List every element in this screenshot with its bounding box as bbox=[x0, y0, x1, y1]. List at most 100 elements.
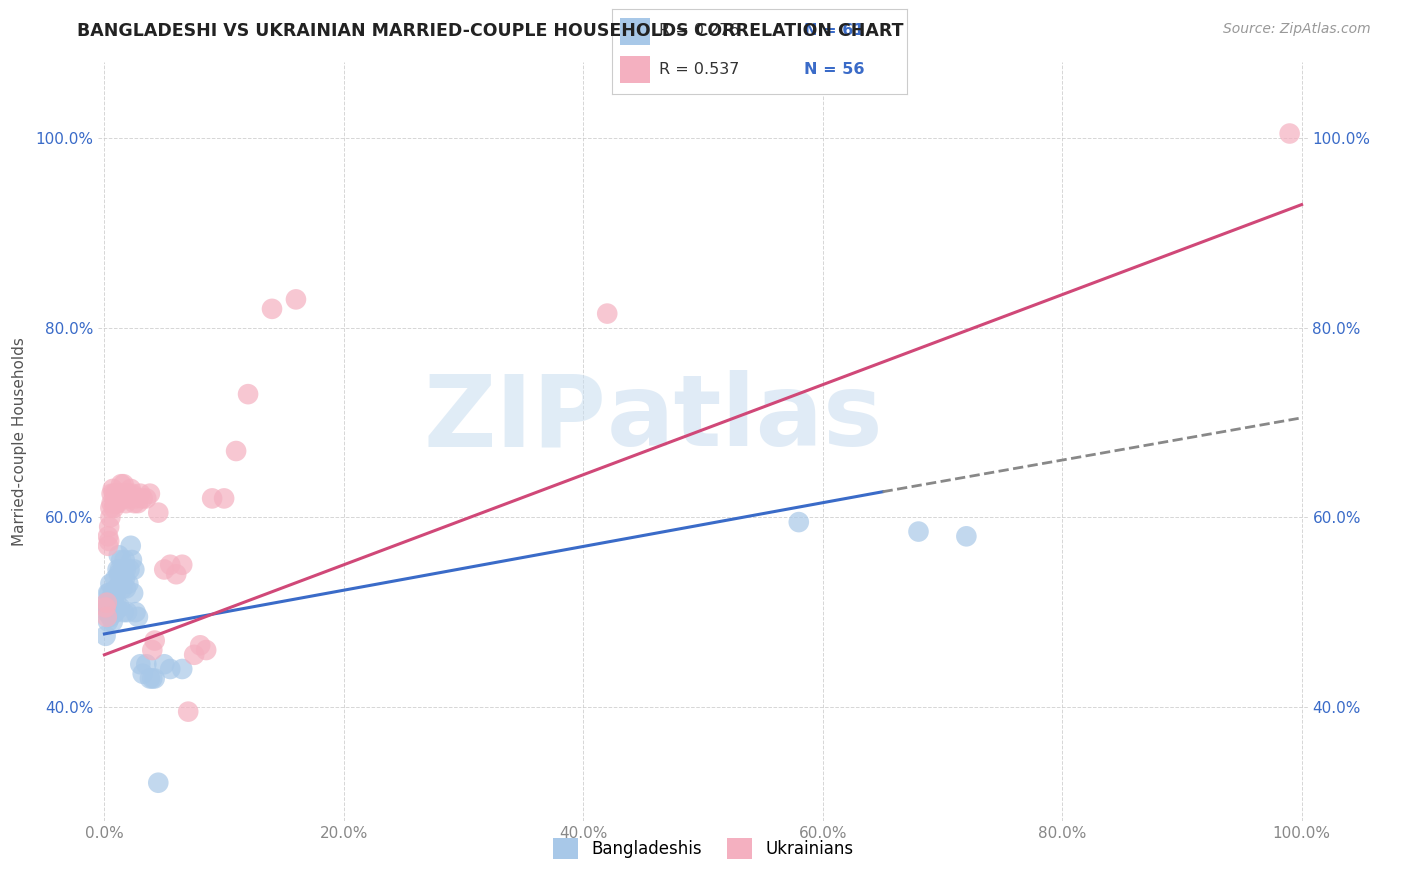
Point bbox=[107, 567, 129, 582]
Point bbox=[188, 638, 211, 652]
Point bbox=[107, 548, 129, 563]
Legend: Bangladeshis, Ukrainians: Bangladeshis, Ukrainians bbox=[546, 831, 860, 865]
Point bbox=[135, 491, 157, 506]
Point bbox=[100, 610, 122, 624]
Point bbox=[111, 572, 134, 586]
Point bbox=[132, 666, 155, 681]
Point bbox=[101, 482, 124, 496]
Point bbox=[121, 486, 143, 500]
Point bbox=[100, 500, 122, 515]
Point bbox=[104, 572, 127, 586]
Point bbox=[104, 586, 127, 600]
Point bbox=[112, 477, 135, 491]
Point bbox=[94, 600, 117, 615]
Point bbox=[153, 562, 176, 576]
Point bbox=[195, 643, 218, 657]
Point bbox=[121, 553, 143, 567]
Point bbox=[129, 657, 152, 672]
Point bbox=[159, 662, 181, 676]
Text: ZIP: ZIP bbox=[423, 370, 606, 467]
Point bbox=[114, 553, 136, 567]
Point bbox=[100, 576, 122, 591]
Point bbox=[100, 496, 122, 510]
FancyBboxPatch shape bbox=[620, 18, 650, 45]
Point bbox=[115, 605, 138, 619]
Point bbox=[143, 672, 166, 686]
Point bbox=[101, 600, 124, 615]
Point bbox=[112, 562, 135, 576]
Point bbox=[153, 657, 176, 672]
Point bbox=[120, 482, 142, 496]
Point bbox=[111, 582, 134, 596]
Point bbox=[110, 567, 132, 582]
Y-axis label: Married-couple Households: Married-couple Households bbox=[13, 337, 27, 546]
Point bbox=[177, 705, 200, 719]
Point bbox=[100, 605, 122, 619]
Point bbox=[124, 496, 146, 510]
Point bbox=[97, 539, 120, 553]
Point bbox=[105, 596, 128, 610]
Point bbox=[96, 596, 118, 610]
Point bbox=[105, 600, 128, 615]
Point bbox=[132, 491, 155, 506]
Point bbox=[141, 672, 163, 686]
Point bbox=[127, 496, 149, 510]
Point bbox=[159, 558, 181, 572]
Point bbox=[148, 776, 170, 790]
Point bbox=[165, 567, 187, 582]
Point bbox=[201, 491, 224, 506]
Text: BANGLADESHI VS UKRAINIAN MARRIED-COUPLE HOUSEHOLDS CORRELATION CHART: BANGLADESHI VS UKRAINIAN MARRIED-COUPLE … bbox=[77, 22, 904, 40]
Point bbox=[225, 444, 247, 458]
Point bbox=[105, 486, 128, 500]
Point bbox=[111, 486, 134, 500]
Point bbox=[96, 605, 118, 619]
Point bbox=[135, 657, 157, 672]
Point bbox=[105, 582, 128, 596]
Point bbox=[108, 562, 131, 576]
Point bbox=[172, 662, 194, 676]
Point bbox=[115, 496, 138, 510]
Point bbox=[101, 586, 124, 600]
Point bbox=[115, 486, 138, 500]
Point bbox=[97, 529, 120, 543]
Point bbox=[596, 307, 619, 321]
Point bbox=[100, 486, 122, 500]
Point bbox=[124, 562, 146, 576]
Point bbox=[108, 491, 131, 506]
Point bbox=[141, 643, 163, 657]
Point bbox=[115, 562, 138, 576]
Point bbox=[107, 496, 129, 510]
Point bbox=[104, 496, 127, 510]
Point bbox=[108, 600, 131, 615]
Point bbox=[143, 633, 166, 648]
Point bbox=[284, 293, 307, 307]
Point bbox=[107, 486, 129, 500]
Point bbox=[118, 562, 141, 576]
Point bbox=[115, 582, 138, 596]
Text: Source: ZipAtlas.com: Source: ZipAtlas.com bbox=[1223, 22, 1371, 37]
Text: N = 61: N = 61 bbox=[804, 23, 865, 38]
Point bbox=[98, 605, 121, 619]
Point bbox=[114, 572, 136, 586]
Point bbox=[148, 506, 170, 520]
Point bbox=[98, 520, 121, 534]
Text: R = 0.276: R = 0.276 bbox=[659, 23, 740, 38]
Point bbox=[118, 491, 141, 506]
Point bbox=[97, 600, 120, 615]
Point bbox=[100, 510, 122, 524]
Point bbox=[907, 524, 929, 539]
Point bbox=[103, 605, 125, 619]
Point bbox=[94, 629, 117, 643]
Point bbox=[129, 486, 152, 500]
Point bbox=[96, 610, 118, 624]
Point bbox=[117, 576, 139, 591]
Point bbox=[120, 539, 142, 553]
Point bbox=[1278, 127, 1301, 141]
Point bbox=[122, 586, 145, 600]
Point bbox=[103, 486, 125, 500]
Point bbox=[127, 610, 149, 624]
Point bbox=[172, 558, 194, 572]
Point bbox=[114, 491, 136, 506]
Point bbox=[955, 529, 977, 543]
Point bbox=[100, 591, 122, 605]
